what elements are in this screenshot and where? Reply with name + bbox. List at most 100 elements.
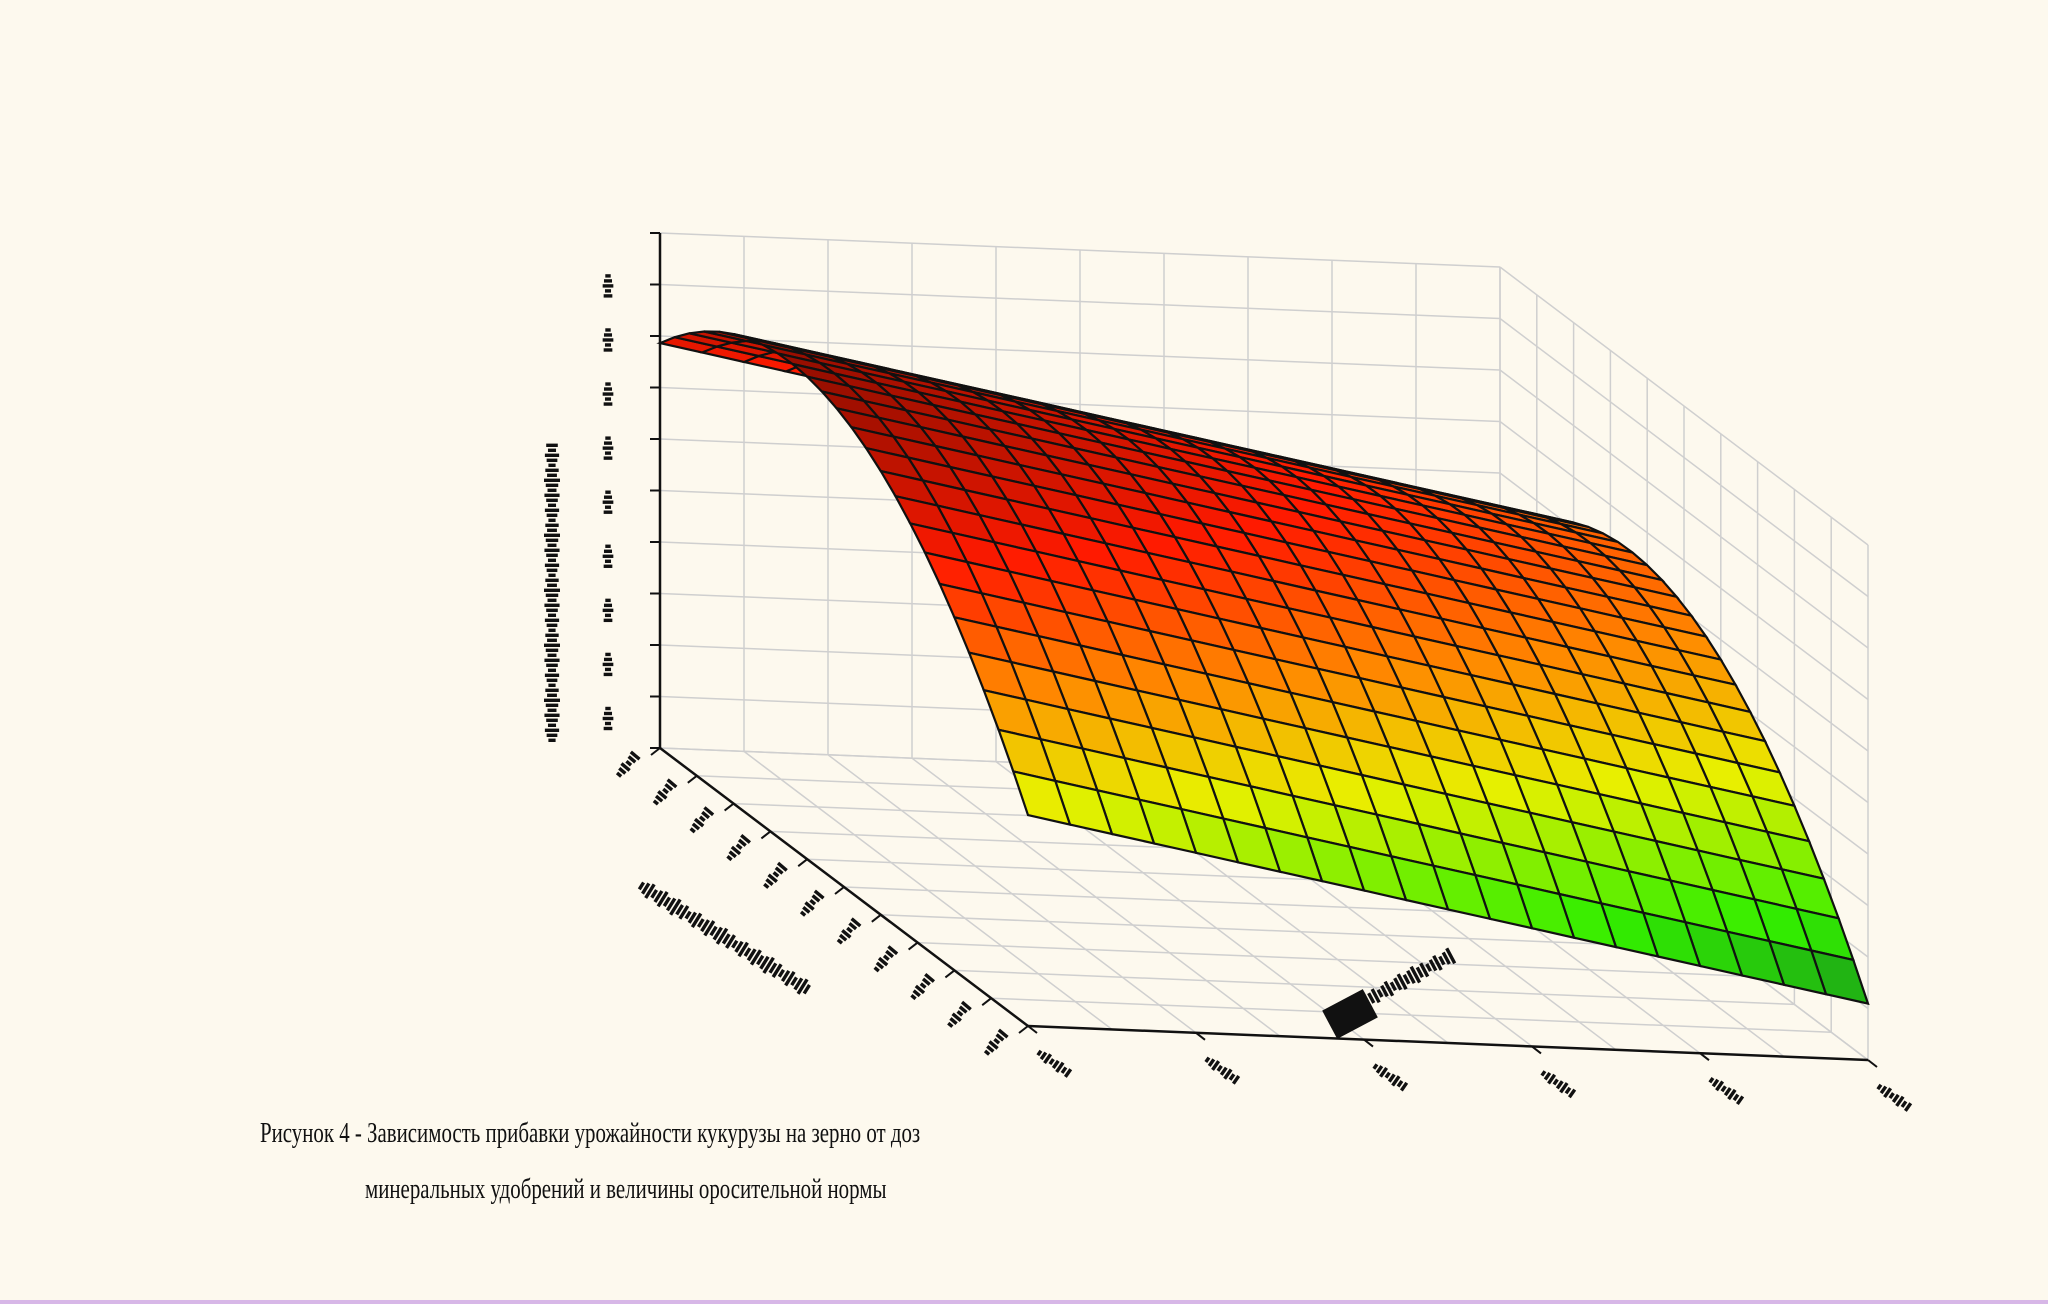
glyph-mark	[603, 387, 613, 391]
glyph-mark	[644, 883, 656, 899]
glyph-mark	[548, 518, 556, 522]
glyph-mark	[657, 790, 668, 800]
glyph-mark	[712, 926, 723, 941]
glyph-mark	[910, 994, 917, 1001]
glyph-mark	[912, 989, 921, 998]
glyph-mark	[1393, 977, 1403, 991]
glyph-mark	[1048, 1058, 1055, 1066]
glyph-mark	[988, 1040, 999, 1050]
y-tick	[1867, 1059, 1878, 1068]
x-tick-label	[873, 945, 899, 973]
glyph-mark	[1419, 962, 1430, 978]
glyph-mark	[1372, 1063, 1379, 1070]
glyph-mark	[1383, 980, 1395, 997]
glyph-mark	[546, 608, 558, 612]
glyph-mark	[735, 843, 743, 850]
glyph-mark	[774, 866, 784, 875]
glyph-mark	[696, 918, 705, 928]
glyph-mark	[641, 882, 651, 895]
glyph-mark	[726, 855, 733, 862]
glyph-mark	[547, 503, 557, 507]
floor-grid-line	[954, 969, 1795, 1006]
glyph-mark	[605, 328, 611, 332]
wall-grid-line	[659, 335, 1501, 371]
glyph-mark	[1216, 1064, 1223, 1072]
wall-grid-line	[659, 232, 1501, 268]
z-tick-label	[602, 490, 614, 514]
figure-caption-line2: минеральных удобрений и величины оросите…	[365, 1173, 887, 1205]
glyph-mark	[762, 956, 775, 974]
glyph-mark	[547, 583, 557, 587]
glyph-mark	[544, 453, 560, 457]
glyph-mark	[603, 348, 613, 352]
glyph-mark	[602, 608, 614, 613]
glyph-mark	[547, 693, 557, 697]
glyph-mark	[604, 505, 612, 509]
glyph-mark	[652, 799, 660, 806]
glyph-mark	[605, 436, 611, 440]
x-tick-label	[947, 1000, 972, 1028]
glyph-mark	[951, 1012, 962, 1022]
z-tick-label	[602, 328, 614, 352]
glyph-mark	[799, 910, 807, 917]
y-tick	[1363, 1038, 1374, 1048]
glyph-mark	[730, 845, 742, 856]
glyph-mark	[604, 289, 612, 293]
x-tick-label	[615, 750, 641, 778]
glyph-mark	[759, 955, 770, 970]
glyph-mark	[1876, 1083, 1883, 1091]
glyph-mark	[604, 667, 612, 672]
x-tick-label	[799, 889, 825, 917]
wall-grid-line	[659, 283, 1501, 320]
glyph-mark	[1445, 947, 1457, 965]
glyph-mark	[1060, 1066, 1068, 1074]
wall-grid-line	[1499, 420, 1869, 701]
glyph-mark	[546, 663, 558, 667]
x-tick	[760, 830, 772, 840]
glyph-mark	[547, 543, 557, 547]
glyph-mark	[1564, 1086, 1572, 1095]
glyph-mark	[1391, 1075, 1401, 1087]
glyph-mark	[547, 473, 557, 477]
glyph-mark	[602, 392, 614, 396]
glyph-mark	[882, 954, 890, 962]
glyph-mark	[545, 633, 559, 637]
glyph-mark	[1211, 1060, 1221, 1071]
glyph-mark	[604, 343, 612, 347]
glyph-mark	[1732, 1093, 1740, 1102]
glyph-mark	[544, 713, 560, 717]
glyph-mark	[1543, 1071, 1552, 1081]
glyph-mark	[1039, 1051, 1048, 1061]
glyph-mark	[841, 929, 852, 939]
floor-grid-line	[991, 997, 1832, 1033]
glyph-mark	[780, 969, 791, 983]
glyph-mark	[603, 441, 613, 445]
glyph-mark	[603, 279, 613, 283]
glyph-mark	[662, 896, 671, 907]
glyph-mark	[547, 528, 557, 532]
glyph-mark	[958, 1005, 968, 1014]
glyph-mark	[666, 778, 678, 789]
glyph-mark	[605, 274, 611, 278]
glyph-mark	[771, 963, 783, 978]
glyph-mark	[1396, 973, 1408, 990]
glyph-mark	[603, 726, 613, 731]
x-tick-label	[836, 917, 862, 945]
glyph-mark	[544, 478, 560, 482]
x-tick-label	[726, 833, 751, 862]
z-tick-label	[602, 436, 614, 460]
glyph-mark	[1555, 1080, 1564, 1090]
glyph-mark	[1399, 1081, 1409, 1092]
y-tick-label	[1204, 1056, 1241, 1085]
glyph-mark	[1387, 1073, 1396, 1083]
glyph-mark	[1406, 969, 1416, 984]
glyph-mark	[548, 628, 556, 632]
x-tick-label	[652, 778, 678, 806]
glyph-mark	[737, 941, 749, 958]
glyph-mark	[983, 1049, 991, 1056]
z-tick-label	[602, 274, 614, 298]
glyph-mark	[737, 838, 747, 847]
glyph-mark	[703, 806, 715, 817]
z-tick-label	[602, 382, 614, 406]
x-tick	[1018, 1025, 1029, 1034]
